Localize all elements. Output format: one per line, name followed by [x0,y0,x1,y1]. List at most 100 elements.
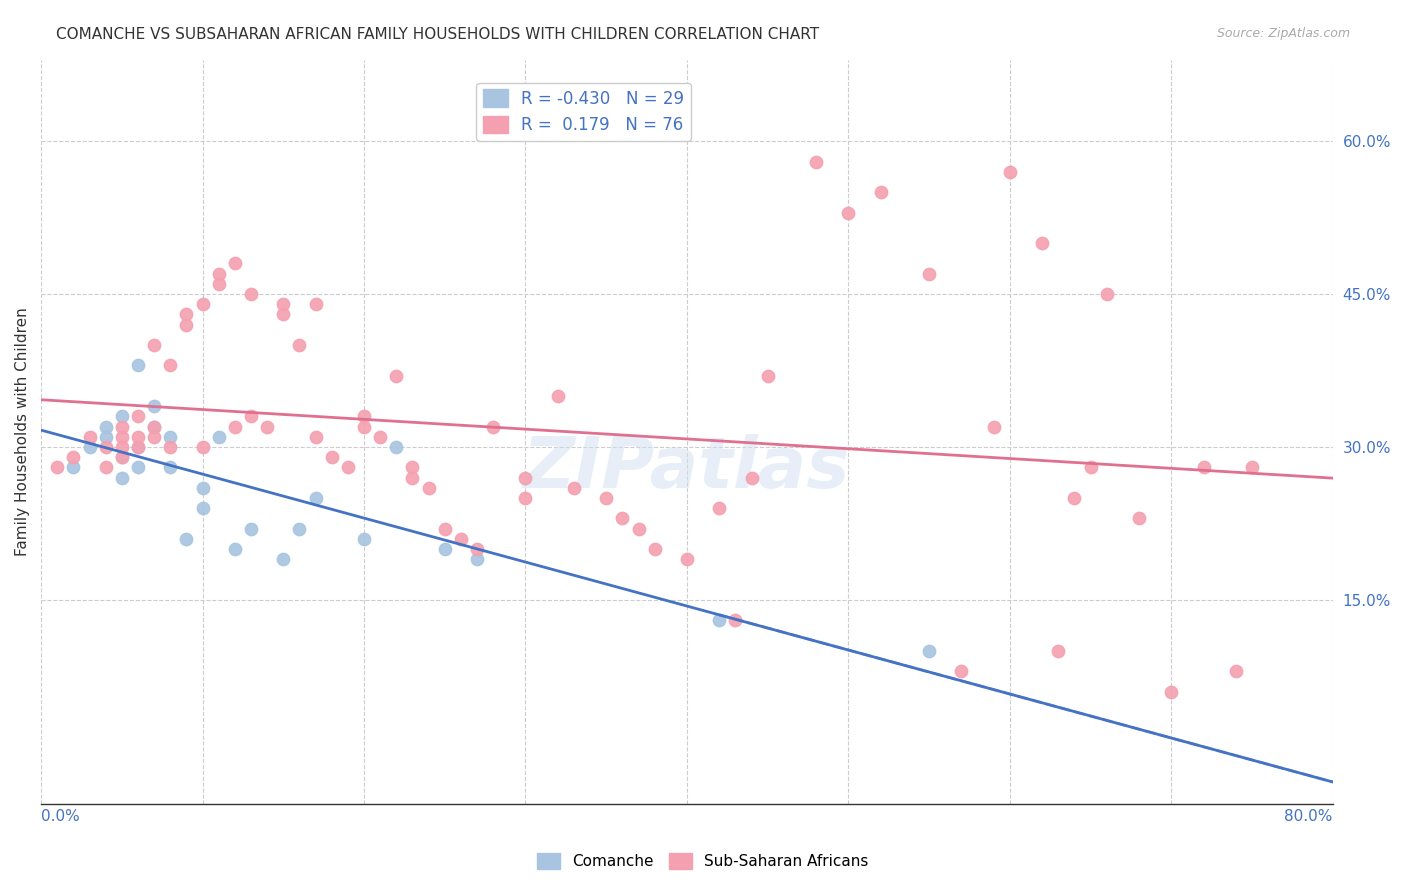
Point [547,389,569,403]
Point [627,522,650,536]
Point [208,277,231,291]
Text: ZIPatlas: ZIPatlas [523,434,851,503]
Point [62,450,84,465]
Point [724,613,747,627]
Point [159,440,181,454]
Point [288,522,311,536]
Point [595,491,617,505]
Legend: R = -0.430   N = 29, R =  0.179   N = 76: R = -0.430 N = 29, R = 0.179 N = 76 [477,83,690,141]
Point [353,409,375,424]
Point [111,450,134,465]
Point [515,491,537,505]
Point [482,419,505,434]
Point [111,470,134,484]
Point [127,460,149,475]
Point [336,460,359,475]
Point [159,430,181,444]
Point [191,297,214,311]
Point [271,308,294,322]
Point [111,450,134,465]
Point [465,541,488,556]
Point [224,541,246,556]
Point [562,481,585,495]
Point [143,419,166,434]
Text: COMANCHE VS SUBSAHARAN AFRICAN FAMILY HOUSEHOLDS WITH CHILDREN CORRELATION CHART: COMANCHE VS SUBSAHARAN AFRICAN FAMILY HO… [56,27,820,42]
Point [368,430,391,444]
Point [304,491,326,505]
Point [94,460,117,475]
Point [644,541,666,556]
Point [143,338,166,352]
Text: 80.0%: 80.0% [1285,809,1333,824]
Point [869,185,891,199]
Point [709,613,731,627]
Legend: Comanche, Sub-Saharan Africans: Comanche, Sub-Saharan Africans [531,847,875,875]
Point [127,409,149,424]
Point [208,430,231,444]
Point [240,287,263,301]
Point [224,256,246,270]
Point [1080,460,1102,475]
Point [950,665,973,679]
Point [176,532,198,546]
Point [159,359,181,373]
Point [240,522,263,536]
Point [176,308,198,322]
Text: 0.0%: 0.0% [41,809,80,824]
Point [79,440,101,454]
Point [304,297,326,311]
Point [127,440,149,454]
Point [191,481,214,495]
Point [353,532,375,546]
Point [1241,460,1264,475]
Text: Source: ZipAtlas.com: Source: ZipAtlas.com [1216,27,1350,40]
Point [224,419,246,434]
Point [998,165,1021,179]
Point [1128,511,1150,525]
Point [983,419,1005,434]
Point [111,409,134,424]
Point [111,419,134,434]
Point [176,318,198,332]
Point [918,267,941,281]
Point [837,205,859,219]
Point [127,430,149,444]
Point [401,460,423,475]
Point [321,450,343,465]
Point [143,430,166,444]
Point [1095,287,1118,301]
Point [353,419,375,434]
Point [385,368,408,383]
Point [918,644,941,658]
Point [1047,644,1070,658]
Point [79,430,101,444]
Point [191,501,214,516]
Point [709,501,731,516]
Point [418,481,440,495]
Point [94,440,117,454]
Point [159,460,181,475]
Point [515,470,537,484]
Point [1063,491,1085,505]
Point [127,440,149,454]
Point [256,419,278,434]
Point [1225,665,1247,679]
Point [756,368,779,383]
Point [191,440,214,454]
Point [304,430,326,444]
Point [1192,460,1215,475]
Point [111,440,134,454]
Point [612,511,634,525]
Point [288,338,311,352]
Point [1160,684,1182,698]
Y-axis label: Family Households with Children: Family Households with Children [15,308,30,556]
Point [46,460,69,475]
Point [143,419,166,434]
Point [433,522,456,536]
Point [741,470,763,484]
Point [401,470,423,484]
Point [1031,236,1053,251]
Point [271,297,294,311]
Point [804,154,827,169]
Point [465,552,488,566]
